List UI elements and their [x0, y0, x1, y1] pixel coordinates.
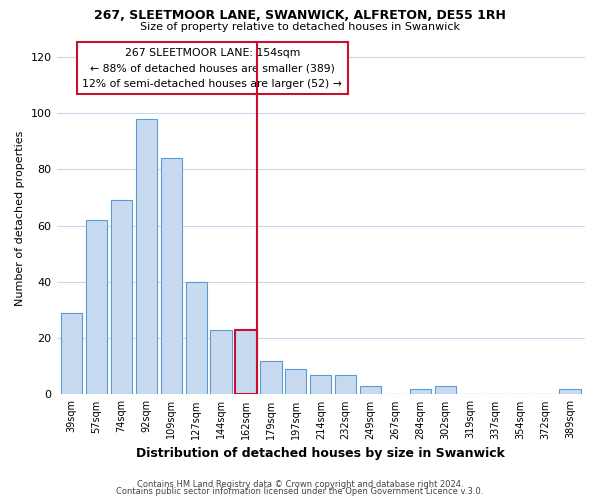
Bar [185, 282, 207, 395]
Text: 267 SLEETMOOR LANE: 154sqm
← 88% of detached houses are smaller (389)
12% of sem: 267 SLEETMOOR LANE: 154sqm ← 88% of deta… [82, 48, 343, 89]
Bar [111, 200, 132, 394]
Bar [285, 369, 307, 394]
Bar [86, 220, 107, 394]
Bar [136, 118, 157, 394]
Bar [435, 386, 456, 394]
Bar [260, 360, 281, 394]
Y-axis label: Number of detached properties: Number of detached properties [15, 131, 25, 306]
X-axis label: Distribution of detached houses by size in Swanwick: Distribution of detached houses by size … [136, 447, 505, 460]
Bar [310, 374, 331, 394]
Text: 267, SLEETMOOR LANE, SWANWICK, ALFRETON, DE55 1RH: 267, SLEETMOOR LANE, SWANWICK, ALFRETON,… [94, 9, 506, 22]
Bar [161, 158, 182, 394]
Bar [559, 389, 581, 394]
Bar [211, 330, 232, 394]
Bar [410, 389, 431, 394]
Bar [61, 313, 82, 394]
Bar [360, 386, 381, 394]
Bar [335, 374, 356, 394]
Text: Contains public sector information licensed under the Open Government Licence v.: Contains public sector information licen… [116, 487, 484, 496]
Text: Size of property relative to detached houses in Swanwick: Size of property relative to detached ho… [140, 22, 460, 32]
Bar [235, 330, 257, 394]
Text: Contains HM Land Registry data © Crown copyright and database right 2024.: Contains HM Land Registry data © Crown c… [137, 480, 463, 489]
